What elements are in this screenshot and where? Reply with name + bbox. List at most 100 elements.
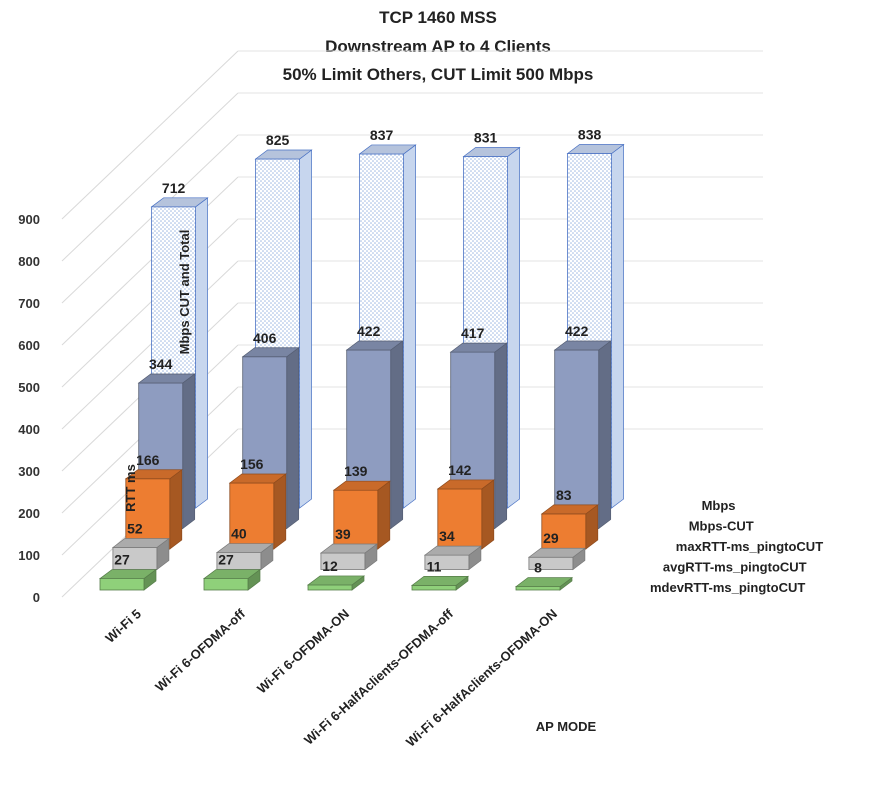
bar-top [332, 480, 391, 491]
data-label: 825 [266, 132, 290, 148]
bar [111, 537, 170, 571]
bar-top [345, 340, 404, 351]
bar [215, 542, 274, 571]
bar [410, 575, 470, 591]
data-label: 344 [149, 356, 173, 372]
bar-side [390, 340, 404, 530]
bar-top [410, 575, 470, 586]
data-label: 27 [114, 552, 130, 568]
bar-side [507, 146, 520, 509]
bar-side [481, 479, 495, 550]
x-axis: Wi-Fi 5 Wi-Fi 6-OFDMA-off Wi-Fi 6-OFDMA-ON… [102, 606, 560, 750]
data-label: 29 [543, 530, 559, 546]
bar [98, 568, 158, 591]
bar [553, 340, 612, 530]
bar-top [423, 545, 482, 556]
data-label: 27 [218, 552, 234, 568]
bar [124, 469, 183, 550]
x-axis-title: AP MODE [536, 719, 597, 734]
y-axis-title-rtt: RTT ms [123, 464, 138, 512]
series-labels: Mbps Mbps-CUT maxRTT-ms_pingtoCUT avgRTT-ms… [650, 498, 823, 595]
data-label: 837 [370, 127, 394, 143]
y-tick-label: 200 [18, 506, 40, 521]
bar-top [449, 342, 508, 353]
bar [202, 568, 262, 591]
data-label: 422 [565, 323, 589, 339]
bar-side [195, 197, 208, 509]
bar-side [286, 347, 300, 530]
bar-side [182, 373, 196, 530]
data-label: 142 [448, 462, 472, 478]
chart-title-line-1: TCP 1460 MSS [379, 8, 497, 27]
data-label: 831 [474, 129, 498, 145]
gridline-diagonal [61, 176, 239, 346]
bar-top [514, 577, 574, 587]
bar-front [307, 584, 353, 591]
y-tick-label: 300 [18, 464, 40, 479]
bar-front [203, 578, 249, 591]
bar [319, 543, 378, 571]
bar [228, 473, 287, 550]
data-label: 166 [136, 452, 160, 468]
y-tick-label: 500 [18, 380, 40, 395]
y-axis: 0 100 200 300 400 500 600 700 800 900 [18, 212, 40, 605]
series-label: avgRTT-ms_pingtoCUT [663, 560, 807, 575]
data-label: 34 [439, 528, 455, 544]
data-label: 39 [335, 526, 351, 542]
bar-side [169, 469, 183, 550]
bar-side [299, 149, 312, 509]
gridline-diagonal [61, 134, 239, 304]
bar-top [150, 197, 209, 208]
bar-side [273, 473, 287, 550]
bar-top [540, 504, 599, 515]
bar-top [566, 144, 625, 154]
y-tick-label: 900 [18, 212, 40, 227]
gridline-diagonal [61, 260, 239, 430]
data-label: 83 [556, 487, 572, 503]
bar [306, 575, 366, 591]
category-label: Wi-Fi 5 [102, 606, 144, 646]
bar-top [358, 144, 417, 155]
y-tick-label: 100 [18, 548, 40, 563]
data-label: 156 [240, 456, 264, 472]
bar-top [553, 340, 612, 351]
bar [527, 547, 586, 571]
chart-title-line-3: 50% Limit Others, CUT Limit 500 Mbps [282, 65, 594, 84]
y-tick-label: 0 [33, 590, 40, 605]
bar-top [228, 473, 287, 484]
bar-top [137, 373, 196, 384]
bar-top [215, 543, 274, 553]
category-label: Wi-Fi 6-OFDMA-off [152, 606, 248, 695]
y-tick-label: 700 [18, 296, 40, 311]
series-label: Mbps-CUT [689, 519, 754, 534]
bar-front [554, 349, 600, 529]
bar-top [527, 547, 586, 558]
bar-front [515, 586, 561, 591]
data-label: 417 [461, 325, 485, 341]
series-label: mdevRTT-ms_pingtoCUT [650, 580, 805, 595]
bar-top [319, 543, 378, 554]
bar-front [437, 488, 483, 550]
y-tick-label: 800 [18, 254, 40, 269]
data-label: 712 [162, 180, 186, 196]
y-tick-label: 400 [18, 422, 40, 437]
gridline-diagonal [61, 50, 239, 220]
bar-side [598, 340, 612, 530]
bar-top [306, 575, 366, 586]
data-label: 8 [534, 560, 542, 576]
bar-top [111, 538, 170, 548]
bar-front [541, 513, 587, 550]
data-label: 422 [357, 323, 381, 339]
bar-front [99, 578, 145, 591]
data-label: 52 [127, 521, 143, 537]
bar-front [411, 584, 457, 591]
bar-front [125, 478, 171, 550]
bar [540, 504, 599, 550]
data-label: 11 [427, 558, 442, 574]
y-tick-label: 600 [18, 338, 40, 353]
bar [436, 479, 495, 550]
bar-side [377, 480, 391, 550]
bar [514, 576, 574, 591]
